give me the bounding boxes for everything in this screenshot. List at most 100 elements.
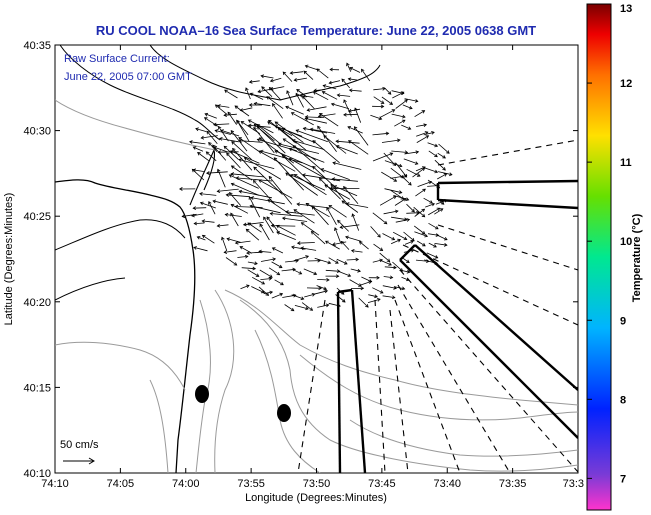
x-tick-label: 73:55 [237, 478, 265, 490]
current-vector [383, 276, 393, 278]
current-vector-head [236, 120, 240, 124]
current-vector-head [296, 241, 301, 245]
current-vector [415, 188, 426, 197]
current-vector [303, 70, 314, 80]
current-vector-head [379, 247, 384, 251]
current-vector [232, 148, 253, 171]
current-vector [297, 203, 330, 209]
current-vector-head [245, 87, 249, 91]
current-vector-head [255, 273, 260, 277]
current-vector-head [295, 129, 300, 133]
current-vector-head [302, 173, 306, 178]
current-vector-head [285, 105, 289, 110]
current-vector [423, 197, 433, 204]
current-vector-head [189, 140, 193, 144]
current-vector-head [230, 182, 235, 187]
current-vector-head [223, 113, 227, 117]
current-vector-head [302, 95, 306, 100]
current-vector [270, 77, 282, 82]
current-vector-head [208, 201, 212, 205]
current-vector-head [246, 251, 250, 255]
current-vector-head [299, 93, 303, 98]
current-vector-head [295, 92, 299, 97]
current-vector-head [213, 122, 217, 127]
current-vector [367, 298, 381, 303]
current-vector [316, 285, 327, 290]
current-vector [221, 237, 228, 251]
current-vector [202, 220, 215, 223]
current-vector [277, 127, 307, 151]
current-vector [337, 94, 351, 97]
current-vector-head [249, 204, 254, 209]
current-vector-head [282, 71, 287, 76]
current-vector-head [179, 187, 183, 191]
current-vector [359, 281, 372, 286]
current-vector [382, 233, 395, 241]
current-vector-head [266, 216, 271, 221]
current-vector-head [282, 138, 287, 142]
current-vector [317, 304, 329, 308]
current-vector-head [265, 292, 270, 296]
current-vector-head [421, 213, 426, 218]
current-vector-head [269, 274, 273, 278]
current-vector-head [348, 108, 352, 113]
current-vector-head [416, 210, 420, 215]
current-vector-head [199, 201, 204, 206]
current-vector-head [379, 290, 384, 294]
current-vector-head [425, 135, 430, 139]
current-vector-head [261, 281, 266, 285]
current-vector [343, 113, 358, 116]
current-vector-head [196, 236, 201, 240]
current-vector [325, 269, 340, 272]
current-vector [306, 203, 330, 218]
current-vector [291, 246, 306, 250]
current-vector-head [433, 244, 437, 248]
current-vector [193, 146, 204, 152]
x-tick-label: 73:3 [563, 478, 584, 490]
current-vector [261, 75, 274, 79]
current-vector [268, 267, 280, 276]
current-vector-head [411, 237, 415, 242]
current-vector-head [347, 273, 352, 277]
x-tick-label: 74:00 [172, 478, 200, 490]
current-vector-head [414, 161, 419, 165]
current-vector [326, 207, 337, 225]
current-vector-head [324, 289, 329, 294]
current-vector-head [228, 192, 233, 196]
current-vector-head [269, 78, 274, 83]
current-vector [312, 140, 340, 164]
current-vector [384, 87, 392, 95]
current-vector [313, 91, 329, 101]
current-vector-head [374, 294, 378, 299]
current-vector [272, 247, 284, 254]
current-vector-head [193, 246, 197, 250]
current-vector [282, 217, 308, 222]
current-vector-head [273, 157, 278, 161]
current-vector-head [274, 150, 278, 154]
current-vector [213, 200, 228, 205]
current-vector [238, 159, 275, 169]
current-vector-head [312, 91, 317, 95]
current-vector [295, 93, 304, 108]
x-axis-ticks: 74:10 74:05 74:00 73:55 73:50 73:45 73:40 73:35… [41, 45, 584, 490]
current-vector [259, 223, 270, 241]
current-vector [292, 145, 325, 173]
current-vector-head [343, 99, 347, 104]
current-vector [343, 186, 359, 204]
x-tick-label: 73:40 [433, 478, 461, 490]
current-vector [245, 87, 251, 100]
current-vector [341, 241, 350, 250]
current-vector [290, 71, 304, 74]
current-vector-head [238, 189, 243, 194]
current-vector-head [292, 145, 297, 149]
current-vector [208, 201, 216, 215]
current-vector [348, 140, 369, 155]
x-tick-label: 74:10 [41, 478, 69, 490]
current-vector-head [391, 109, 396, 113]
current-vector [260, 278, 272, 280]
current-vector-head [230, 203, 235, 208]
current-vector-head [281, 127, 286, 132]
current-vector-head [335, 145, 340, 149]
current-vector [231, 141, 252, 160]
